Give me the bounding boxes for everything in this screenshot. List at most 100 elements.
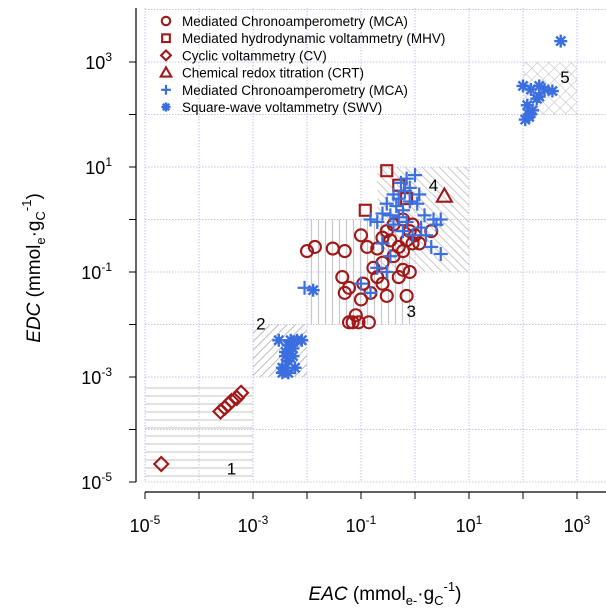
point-square-1 bbox=[358, 203, 372, 217]
region-patches: 1 2 3 4 5 bbox=[145, 62, 577, 482]
legend-marker-5 bbox=[161, 102, 171, 112]
point-plus-4 bbox=[375, 206, 390, 221]
x-tick-label: 10-1 bbox=[346, 513, 377, 536]
point-plus-4 bbox=[375, 236, 390, 251]
point-asterisk-5 bbox=[524, 82, 538, 96]
legend-label-1: Mediated hydrodynamic voltammetry (MHV) bbox=[182, 31, 445, 46]
point-asterisk-5 bbox=[522, 110, 536, 124]
point-circle-0 bbox=[299, 244, 315, 259]
region-4-label: 4 bbox=[429, 176, 438, 195]
point-plus-4 bbox=[354, 276, 368, 291]
x-tick-label: 10-3 bbox=[238, 513, 269, 536]
point-plus-4 bbox=[399, 214, 414, 229]
legend: Mediated Chronoamperometry (MCA) Mediated… bbox=[158, 14, 445, 115]
data-points bbox=[152, 34, 568, 473]
point-asterisk-5 bbox=[281, 366, 295, 380]
x-tick-label: 101 bbox=[456, 513, 483, 536]
point-plus-4 bbox=[363, 212, 378, 227]
point-asterisk-5 bbox=[284, 338, 298, 352]
point-circle-0 bbox=[383, 233, 398, 248]
axes bbox=[135, 8, 606, 493]
x-tick-label: 103 bbox=[564, 513, 591, 536]
point-circle-0 bbox=[335, 270, 350, 285]
ticks: 10-5 10-3 10-1 101 103 10-5 10-3 10-1 101 103 bbox=[81, 50, 590, 536]
point-asterisk-5 bbox=[532, 90, 546, 104]
point-plus-4 bbox=[412, 187, 427, 202]
point-circle-0 bbox=[345, 315, 360, 330]
legend-marker-4 bbox=[161, 84, 171, 95]
point-circle-0 bbox=[307, 239, 322, 255]
point-circle-0 bbox=[353, 228, 369, 243]
y-tick-label: 101 bbox=[85, 155, 112, 178]
point-plus-4 bbox=[370, 260, 385, 275]
point-circle-0 bbox=[402, 264, 417, 280]
point-plus-4 bbox=[363, 285, 378, 300]
y-tick-label: 10-3 bbox=[81, 365, 112, 388]
y-tick-label: 10-5 bbox=[81, 470, 112, 493]
point-plus-4 bbox=[426, 212, 441, 227]
legend-marker-3 bbox=[158, 65, 174, 78]
point-plus-4 bbox=[396, 224, 411, 239]
point-asterisk-5 bbox=[554, 34, 568, 48]
point-plus-4 bbox=[386, 217, 401, 232]
point-circle-0 bbox=[353, 292, 369, 307]
point-circle-0 bbox=[361, 315, 376, 330]
legend-label-3: Chemical redox titration (CRT) bbox=[182, 66, 364, 81]
x-axis-label: EAC (mmole-·gC-1) bbox=[309, 579, 462, 608]
point-diamond-2 bbox=[232, 384, 250, 402]
region-5-label: 5 bbox=[560, 68, 569, 87]
point-plus-4 bbox=[408, 168, 422, 183]
point-triangle-3 bbox=[435, 186, 454, 203]
region-1-patch bbox=[145, 382, 253, 482]
point-circle-0 bbox=[337, 244, 352, 259]
legend-marker-1 bbox=[161, 33, 171, 44]
point-diamond-2 bbox=[223, 392, 240, 410]
point-plus-4 bbox=[399, 171, 414, 186]
legend-marker-2 bbox=[159, 49, 173, 62]
point-circle-0 bbox=[379, 288, 394, 303]
point-plus-4 bbox=[396, 203, 411, 218]
point-asterisk-5 bbox=[306, 283, 320, 297]
legend-label-0: Mediated Chronoamperometry (MCA) bbox=[182, 14, 408, 29]
point-plus-4 bbox=[379, 196, 394, 211]
point-plus-4 bbox=[383, 208, 398, 223]
point-plus-4 bbox=[417, 208, 432, 223]
point-asterisk-5 bbox=[279, 349, 293, 363]
point-plus-4 bbox=[391, 210, 406, 225]
point-plus-4 bbox=[402, 194, 417, 209]
point-plus-4 bbox=[379, 265, 394, 279]
point-circle-0 bbox=[412, 236, 427, 251]
point-plus-4 bbox=[405, 228, 420, 243]
point-diamond-2 bbox=[152, 455, 170, 473]
point-plus-4 bbox=[433, 247, 448, 262]
point-plus-4 bbox=[386, 187, 401, 202]
region-3-label: 3 bbox=[406, 302, 415, 321]
y-tick-label: 10-1 bbox=[81, 260, 112, 283]
point-circle-0 bbox=[351, 315, 366, 330]
region-2-label: 2 bbox=[256, 315, 265, 334]
point-asterisk-5 bbox=[537, 82, 551, 96]
point-plus-4 bbox=[370, 214, 385, 229]
point-square-1 bbox=[380, 164, 394, 178]
point-circle-0 bbox=[341, 280, 357, 295]
point-circle-0 bbox=[360, 239, 375, 255]
point-plus-4 bbox=[410, 196, 425, 211]
point-circle-0 bbox=[399, 288, 414, 303]
legend-marker-0 bbox=[160, 15, 172, 27]
legend-label-4: Mediated Chronoamperometry (MCA) bbox=[182, 83, 408, 98]
point-plus-4 bbox=[414, 220, 429, 235]
point-plus-4 bbox=[383, 249, 398, 264]
point-circle-0 bbox=[391, 270, 406, 285]
region-1-label: 1 bbox=[227, 459, 236, 478]
legend-label-2: Cyclic voltammetry (CV) bbox=[182, 48, 327, 63]
x-tick-label: 10-5 bbox=[130, 513, 161, 536]
y-axis-label: EDC (mmole·gC-1) bbox=[19, 193, 48, 343]
point-plus-4 bbox=[402, 180, 417, 195]
point-diamond-2 bbox=[228, 389, 246, 407]
y-tick-label: 103 bbox=[85, 50, 112, 73]
legend-label-5: Square-wave voltammetry (SWV) bbox=[182, 100, 382, 115]
point-asterisk-5 bbox=[272, 333, 286, 347]
point-plus-4 bbox=[419, 228, 434, 243]
point-asterisk-5 bbox=[545, 84, 559, 98]
